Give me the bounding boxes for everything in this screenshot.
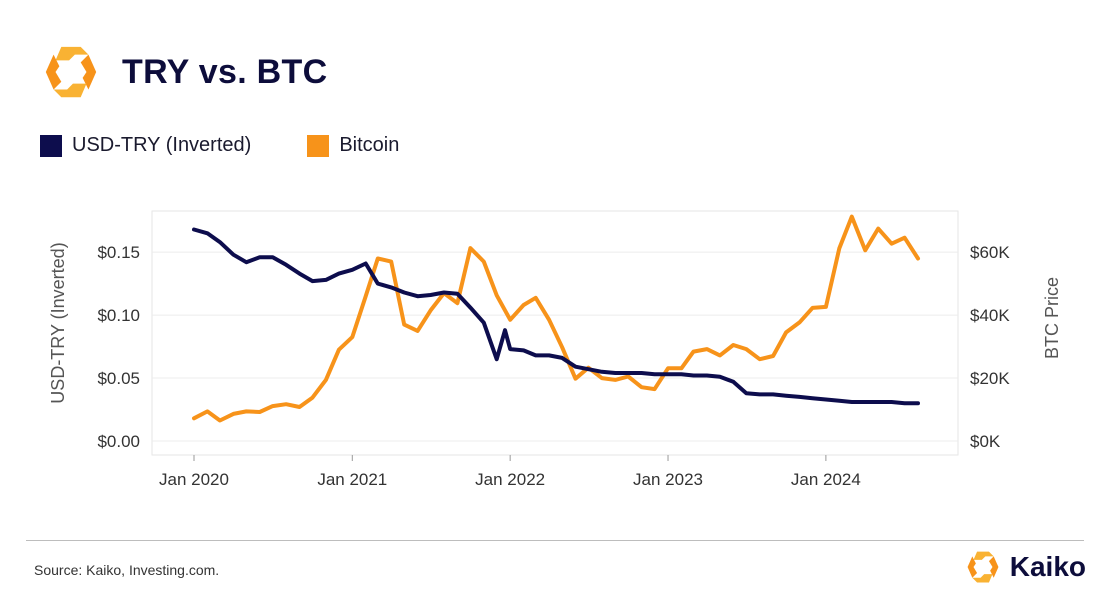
kaiko-logo-icon — [967, 551, 999, 583]
brand-name: Kaiko — [1009, 551, 1086, 582]
x-axis-tick-label: Jan 2024 — [791, 470, 861, 489]
legend-label-usd-try: USD-TRY (Inverted) — [72, 134, 252, 156]
left-axis-tick-label: $0.05 — [97, 369, 140, 388]
plot-frame — [151, 210, 959, 456]
x-axis-tick-label: Jan 2021 — [317, 470, 387, 489]
chart-legend: USD-TRY (Inverted) Bitcoin — [40, 134, 455, 157]
grid-lines — [152, 251, 958, 442]
footer-divider — [26, 540, 1084, 541]
line-chart: $0.00 $0.05 $0.10 $0.15 $0K $20K $40K $60K Jan… — [48, 210, 1062, 489]
left-axis-ticks: $0.00 $0.05 $0.10 $0.15 — [97, 243, 140, 451]
series-line-usd-try — [192, 227, 920, 406]
left-axis-tick-label: $0.10 — [97, 306, 140, 325]
legend-item-bitcoin: Bitcoin — [307, 134, 399, 157]
right-axis-tick-label: $60K — [970, 243, 1010, 262]
legend-swatch-usd-try — [40, 134, 62, 157]
x-axis-ticks: Jan 2020 Jan 2021 Jan 2022 Jan 2023 Jan 2024 — [159, 455, 861, 489]
legend-swatch-bitcoin — [307, 134, 330, 157]
right-axis-tick-label: $0K — [970, 432, 1001, 451]
left-axis-title: USD-TRY (Inverted) — [48, 242, 68, 403]
x-axis-tick-label: Jan 2023 — [633, 470, 703, 489]
left-axis-tick-label: $0.00 — [97, 432, 140, 451]
x-axis-tick-label: Jan 2020 — [159, 470, 229, 489]
series-line-bitcoin — [192, 214, 920, 423]
x-axis-tick-label: Jan 2022 — [475, 470, 545, 489]
legend-item-usd-try: USD-TRY (Inverted) — [40, 134, 251, 157]
right-axis-ticks: $0K $20K $40K $60K — [970, 243, 1010, 451]
right-axis-tick-label: $20K — [970, 369, 1010, 388]
right-axis-title: BTC Price — [1042, 277, 1062, 359]
legend-label-bitcoin: Bitcoin — [339, 134, 400, 156]
kaiko-hexagon-logo-icon — [45, 46, 97, 98]
left-axis-tick-label: $0.15 — [97, 243, 140, 262]
right-axis-tick-label: $40K — [970, 306, 1010, 325]
page-title: TRY vs. BTC — [122, 52, 328, 91]
source-note: Source: Kaiko, Investing.com. — [34, 562, 220, 578]
brand: Kaiko — [964, 548, 1086, 586]
header: TRY vs. BTC — [40, 40, 327, 104]
